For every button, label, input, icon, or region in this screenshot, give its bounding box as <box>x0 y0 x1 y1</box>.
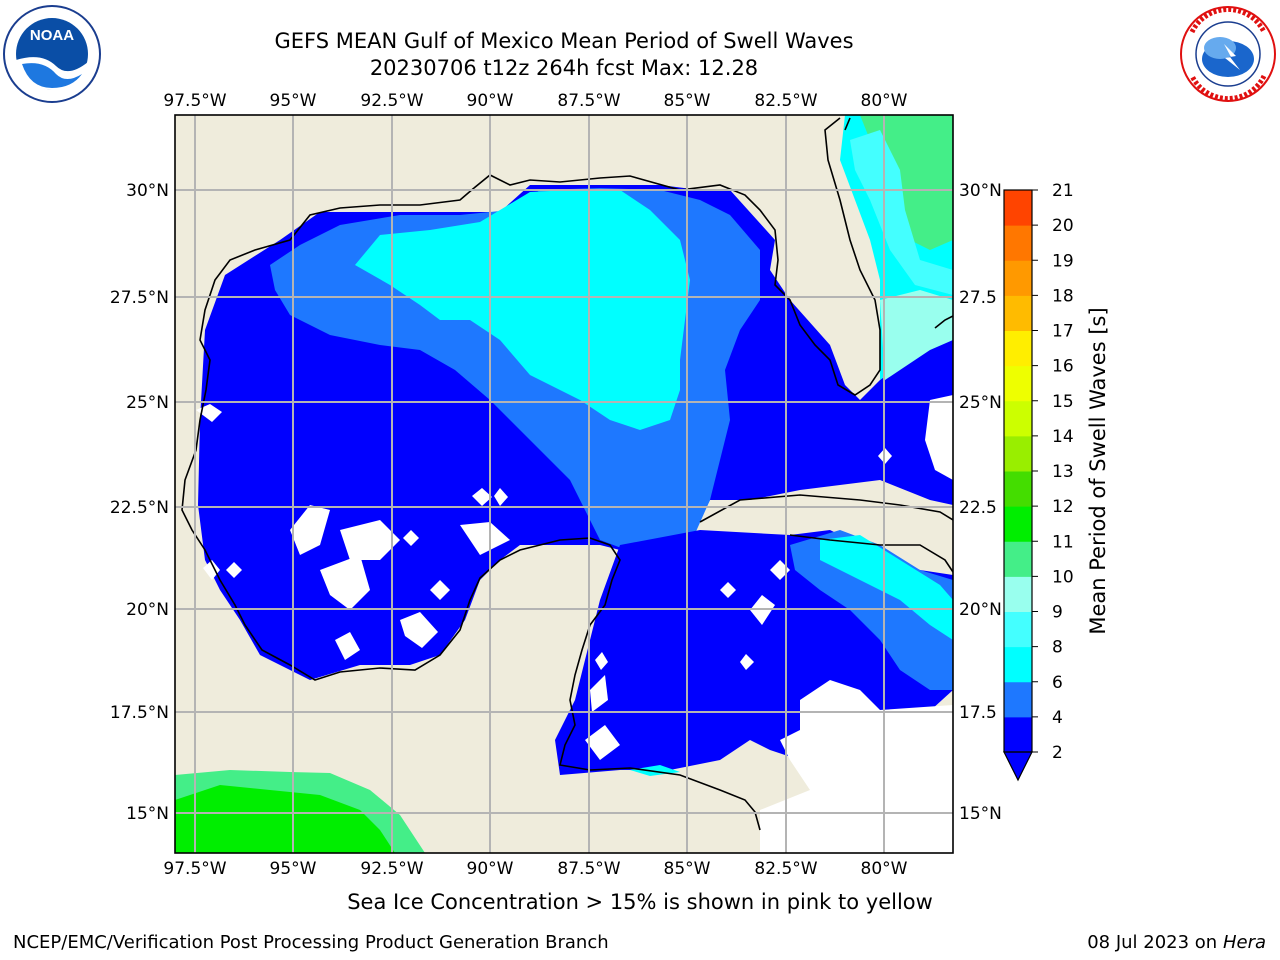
map-title: GEFS MEAN Gulf of Mexico Mean Period of … <box>274 29 854 53</box>
colorbar-segment <box>1004 646 1032 683</box>
colorbar-tick-label: 9 <box>1052 603 1063 623</box>
lat-label: 22.5°N <box>110 498 169 518</box>
colorbar-tick-label: 13 <box>1052 462 1074 482</box>
colorbar-segment <box>1004 365 1032 402</box>
lon-label: 97.5°W <box>163 859 226 879</box>
colorbar-segment <box>1004 435 1032 472</box>
colorbar: 2 4 6 8 9 10 11 12 13 14 15 16 17 18 19 20 21 <box>1003 181 1074 782</box>
swell-atlantic-light <box>850 130 953 295</box>
colorbar-label: Mean Period of Swell Waves [s] <box>1086 307 1110 634</box>
lat-label: 22.5 <box>959 498 997 518</box>
lon-label: 82.5°W <box>754 859 817 879</box>
lat-label: 17.5 <box>959 703 997 723</box>
lat-label: 30°N <box>959 181 1002 201</box>
colorbar-segment <box>1004 225 1032 261</box>
lon-label: 87.5°W <box>557 91 620 111</box>
lon-label: 97.5°W <box>163 91 226 111</box>
colorbar-tick-label: 15 <box>1052 392 1074 412</box>
nws-logo <box>1180 6 1276 102</box>
colorbar-segment <box>1004 541 1032 577</box>
lat-label: 20°N <box>126 600 169 620</box>
colorbar-segment <box>1004 400 1032 437</box>
colorbar-tick-label: 8 <box>1052 638 1063 658</box>
lon-label: 80°W <box>861 859 908 879</box>
footer-credit: NCEP/EMC/Verification Post Processing Pr… <box>13 932 609 953</box>
colorbar-tick-label: 17 <box>1052 322 1074 342</box>
colorbar-segment <box>1004 681 1032 718</box>
lon-label: 92.5°W <box>360 859 423 879</box>
colorbar-tick-label: 2 <box>1052 743 1063 763</box>
lon-labels-top: 97.5°W 95°W 92.5°W 90°W 87.5°W 85°W 82.5… <box>163 91 907 111</box>
map-subtitle: 20230706 t12z 264h fcst Max: 12.28 <box>369 56 759 80</box>
no-data-patches <box>196 395 953 853</box>
colorbar-segment <box>1004 506 1032 542</box>
lat-label: 30°N <box>126 181 169 201</box>
colorbar-tick-label: 20 <box>1052 216 1074 236</box>
footer-machine: Hera <box>1222 932 1266 953</box>
lon-label: 85°W <box>664 91 711 111</box>
swell-6-8s <box>355 190 690 430</box>
lat-label: 27.5 <box>959 288 997 308</box>
coastlines <box>181 117 953 831</box>
graticule <box>175 115 953 853</box>
colorbar-tick-label: 11 <box>1052 532 1074 552</box>
lat-label: 25°N <box>126 393 169 413</box>
lat-label: 15°N <box>959 804 1002 824</box>
colorbar-tick-label: 12 <box>1052 497 1074 517</box>
footer-date: 08 Jul 2023 on Hera <box>1087 932 1266 953</box>
lon-label: 90°W <box>467 859 514 879</box>
colorbar-tick-label: 19 <box>1052 251 1074 271</box>
noaa-logo: NOAA <box>3 5 101 103</box>
colorbar-tick-label: 6 <box>1052 673 1063 693</box>
sea-ice-note: Sea Ice Concentration > 15% is shown in … <box>347 890 933 914</box>
lat-label: 17.5°N <box>110 703 169 723</box>
colorbar-segment <box>1004 295 1032 331</box>
colorbar-tick-label: 10 <box>1052 567 1074 587</box>
colorbar-segment <box>1004 330 1032 367</box>
lon-label: 92.5°W <box>360 91 423 111</box>
map-frame <box>174 114 954 854</box>
colorbar-tick-label: 18 <box>1052 286 1074 306</box>
noaa-logo-text: NOAA <box>30 27 74 44</box>
colorbar-segment <box>1004 260 1032 296</box>
map-panel <box>175 115 953 853</box>
lon-label: 87.5°W <box>557 859 620 879</box>
lat-label: 20°N <box>959 600 1002 620</box>
colorbar-tick-label: 14 <box>1052 427 1074 447</box>
lat-label: 15°N <box>126 804 169 824</box>
footer-date-text: 08 Jul 2023 on <box>1087 932 1223 953</box>
colorbar-tick-label: 21 <box>1052 181 1074 201</box>
colorbar-segment <box>1004 611 1032 648</box>
colorbar-tick-label: 4 <box>1052 708 1063 728</box>
lon-label: 80°W <box>861 91 908 111</box>
colorbar-tick-label: 16 <box>1052 357 1074 377</box>
lat-labels-left: 30°N 27.5°N 25°N 22.5°N 20°N 17.5°N 15°N <box>110 181 169 824</box>
lat-labels-right: 30°N 27.5 25°N 22.5 20°N 17.5 15°N <box>959 181 1002 824</box>
lon-label: 90°W <box>467 91 514 111</box>
lon-label: 95°W <box>270 859 317 879</box>
lat-label: 25°N <box>959 393 1002 413</box>
swell-atlantic-8-9s <box>880 290 953 380</box>
lon-label: 82.5°W <box>754 91 817 111</box>
colorbar-segment <box>1004 190 1032 226</box>
lon-label: 85°W <box>664 859 711 879</box>
swell-pacific-11-12s <box>175 785 395 853</box>
lon-labels-bottom: 97.5°W 95°W 92.5°W 90°W 87.5°W 85°W 82.5… <box>163 859 907 879</box>
swell-carib-6-8s <box>820 535 953 640</box>
colorbar-segment <box>1004 471 1032 507</box>
colorbar-extend-min <box>1003 751 1033 782</box>
lon-label: 95°W <box>270 91 317 111</box>
lat-label: 27.5°N <box>110 288 169 308</box>
colorbar-segment <box>1004 576 1032 612</box>
colorbar-segment <box>1004 716 1032 753</box>
